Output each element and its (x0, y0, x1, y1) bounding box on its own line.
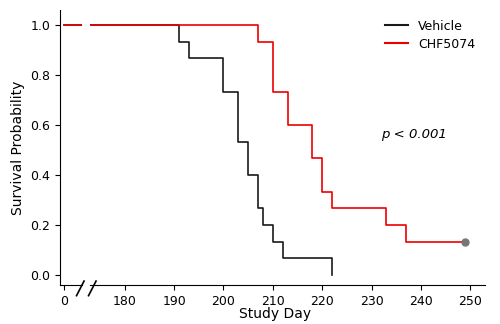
Text: p < 0.001: p < 0.001 (382, 128, 447, 141)
Y-axis label: Survival Probability: Survival Probability (10, 80, 24, 214)
Text: Study Day: Study Day (239, 307, 311, 321)
Legend: Vehicle, CHF5074: Vehicle, CHF5074 (382, 16, 479, 54)
